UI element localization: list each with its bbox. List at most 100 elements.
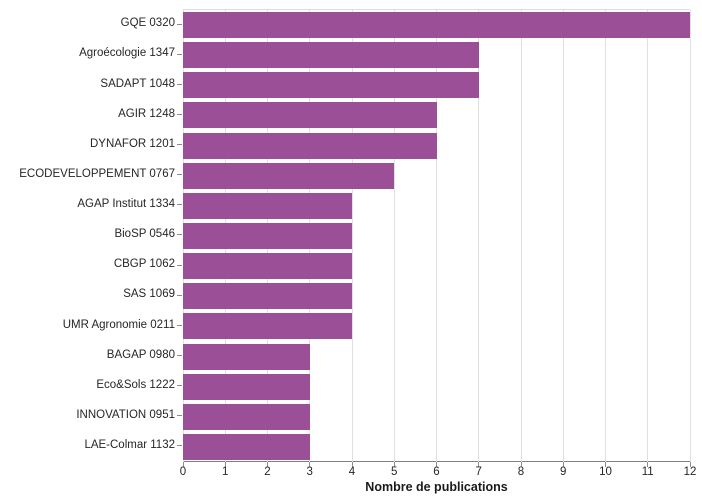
category-label: DYNAFOR 1201 (89, 137, 175, 150)
bar (183, 283, 352, 310)
gridline (689, 10, 691, 462)
x-tick-label: 11 (641, 466, 654, 478)
x-axis-title: Nombre de publications (365, 480, 508, 494)
x-tick-mark (605, 462, 606, 467)
x-tick-label: 5 (391, 466, 398, 478)
x-tick-label: 1 (222, 466, 229, 478)
y-tick-mark (177, 23, 182, 25)
x-tick-label: 12 (683, 466, 697, 478)
bar (183, 343, 310, 370)
x-tick-label: 10 (599, 466, 612, 478)
gridline (562, 10, 564, 462)
y-tick-mark (177, 53, 182, 55)
bar (183, 313, 352, 340)
category-label: Eco&Sols 1222 (96, 378, 175, 391)
y-axis-label-row: CBGP 1062 (0, 250, 182, 280)
y-tick-mark (177, 264, 182, 266)
category-label: SADAPT 1048 (100, 77, 175, 90)
x-tick-mark (647, 462, 649, 467)
x-tick-mark (224, 462, 226, 467)
bar (183, 42, 479, 69)
y-axis-label-row: AGAP Institut 1334 (0, 190, 182, 220)
x-tick-mark (689, 462, 691, 467)
x-tick-label: 7 (475, 466, 482, 478)
y-axis-label-row: AGIR 1248 (0, 99, 182, 129)
y-axis-labels: GQE 0320 Agroécologie 1347 SADAPT 1048 AGIR… (0, 9, 182, 461)
x-tick-mark (182, 462, 184, 467)
y-tick-mark (177, 113, 182, 115)
y-axis-label-row: SADAPT 1048 (0, 69, 182, 99)
x-tick-label: 8 (517, 466, 525, 478)
category-label: BAGAP 0980 (106, 348, 175, 361)
y-tick-mark (177, 234, 182, 236)
y-axis-label-row: SAS 1069 (0, 280, 182, 310)
gridline (520, 10, 522, 462)
bar (183, 162, 395, 189)
y-tick-mark (177, 324, 182, 326)
category-label: AGIR 1248 (118, 107, 175, 120)
y-axis-label-row: ECODEVELOPPEMENT 0767 (0, 160, 182, 190)
y-axis-label-row: BioSP 0546 (0, 220, 182, 250)
bar (183, 192, 352, 219)
bar (183, 102, 437, 129)
gridline (478, 10, 480, 462)
x-tick-label: 9 (560, 466, 567, 478)
x-tick-mark (478, 462, 480, 467)
category-label: GQE 0320 (120, 17, 175, 30)
category-label: UMR Agronomie 0211 (62, 318, 175, 331)
bar (183, 223, 352, 249)
x-tick-label: 6 (433, 466, 440, 478)
y-tick-mark (177, 144, 182, 146)
y-tick-mark (177, 385, 182, 387)
bar (183, 253, 352, 280)
bar (183, 12, 690, 39)
category-label: INNOVATION 0951 (76, 408, 175, 421)
y-tick-mark (177, 354, 182, 356)
gridline (436, 10, 437, 462)
x-tick-label: 4 (348, 466, 356, 478)
y-axis-label-row: Agroécologie 1347 (0, 39, 182, 69)
category-label: AGAP Institut 1334 (77, 198, 175, 211)
y-tick-mark (177, 83, 182, 85)
bar (183, 72, 479, 99)
y-tick-mark (177, 445, 182, 447)
x-tick-label: 0 (179, 466, 187, 478)
y-axis-label-row: Eco&Sols 1222 (0, 371, 182, 401)
x-tick-mark (351, 462, 353, 467)
x-tick-mark (436, 462, 437, 467)
category-label: SAS 1069 (123, 288, 175, 301)
y-tick-mark (177, 415, 182, 417)
y-tick-mark (177, 174, 182, 176)
category-label: CBGP 1062 (113, 258, 175, 271)
category-label: LAE-Colmar 1132 (84, 439, 175, 452)
y-axis-label-row: LAE-Colmar 1132 (0, 431, 182, 461)
y-tick-mark (177, 204, 182, 206)
y-axis-label-row: INNOVATION 0951 (0, 401, 182, 431)
x-axis-ticks: 0 1 2 3 4 5 6 7 8 9 10 11 12 (180, 461, 696, 483)
plot-area (182, 9, 691, 462)
bar (183, 373, 310, 400)
bar (183, 403, 310, 430)
gridline (393, 10, 395, 462)
y-axis-label-row: BAGAP 0980 (0, 340, 182, 370)
category-label: Agroécologie 1347 (79, 47, 175, 60)
x-tick-mark (267, 462, 268, 467)
y-tick-mark (177, 294, 182, 296)
x-tick-mark (309, 462, 311, 467)
x-axis-line (183, 461, 691, 462)
gridline (647, 10, 649, 462)
bar (183, 132, 437, 159)
x-tick-label: 3 (306, 466, 313, 478)
gridline (351, 10, 353, 462)
y-axis-label-row: UMR Agronomie 0211 (0, 310, 182, 340)
gridline (605, 10, 606, 462)
x-tick-label: 2 (264, 466, 271, 478)
x-tick-mark (520, 462, 522, 467)
y-axis-label-row: GQE 0320 (0, 9, 182, 39)
category-label: ECODEVELOPPEMENT 0767 (19, 167, 175, 180)
y-axis-label-row: DYNAFOR 1201 (0, 130, 182, 160)
category-label: BioSP 0546 (114, 228, 175, 241)
bar (183, 433, 310, 460)
x-tick-mark (562, 462, 564, 467)
